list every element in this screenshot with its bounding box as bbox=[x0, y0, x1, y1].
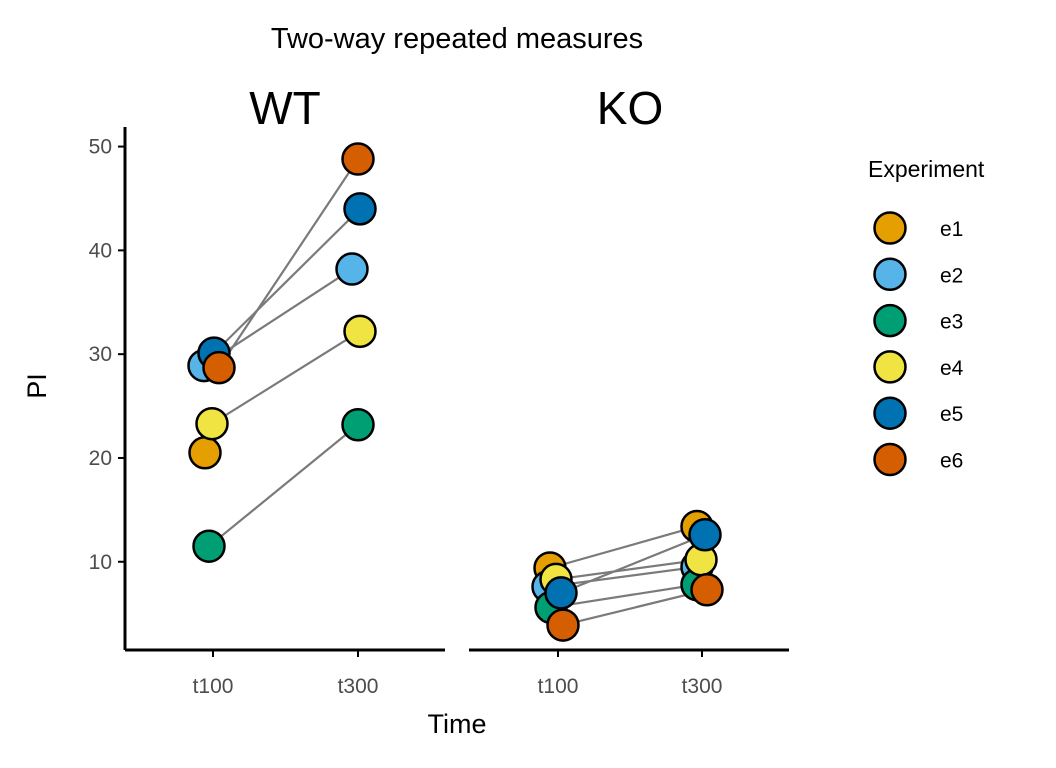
pair-line-e6 bbox=[562, 588, 708, 627]
legend-key-e1 bbox=[873, 211, 907, 245]
plot-area: 10 20 30 40 50 t100 t300 t100 t300 bbox=[89, 127, 789, 698]
point-wt-e4-t300 bbox=[343, 314, 377, 349]
point-ko-e6-t100 bbox=[546, 608, 580, 642]
facet-label-ko: KO bbox=[597, 82, 663, 134]
point-wt-e4-t100 bbox=[195, 406, 229, 441]
point-ko-e6-t300 bbox=[690, 573, 724, 607]
legend-key-e5 bbox=[873, 396, 907, 430]
pair-line-e4 bbox=[211, 330, 361, 425]
pair-line-e6 bbox=[218, 158, 359, 369]
pair-line-e5 bbox=[213, 208, 361, 354]
facet-label-wt: WT bbox=[249, 82, 321, 134]
pair-line-e5 bbox=[560, 533, 706, 594]
legend-key-e3 bbox=[873, 303, 907, 338]
legend-key-e2 bbox=[873, 257, 907, 292]
legend-label-e3: e3 bbox=[940, 311, 963, 334]
point-wt-e2-t300 bbox=[335, 252, 369, 286]
point-wt-e6-t100 bbox=[202, 350, 236, 385]
point-ko-e5-t100 bbox=[544, 576, 578, 610]
legend-label-e4: e4 bbox=[940, 357, 964, 380]
y-tick-label: 20 bbox=[89, 447, 112, 470]
legend-title: Experiment bbox=[868, 156, 985, 182]
legend-label-e5: e5 bbox=[940, 403, 963, 426]
point-wt-e3-t300 bbox=[341, 408, 375, 442]
x-tick-label: t300 bbox=[338, 675, 379, 698]
legend-key-e4 bbox=[873, 350, 907, 384]
x-axis-label: Time bbox=[428, 709, 487, 739]
point-wt-e3-t100 bbox=[192, 529, 226, 563]
pair-line-e4 bbox=[555, 558, 702, 581]
point-wt-e1-t100 bbox=[188, 436, 222, 470]
point-ko-e5-t300 bbox=[688, 518, 722, 552]
pair-line-e1 bbox=[549, 525, 698, 570]
legend-key-e6 bbox=[873, 442, 907, 477]
legend-label-e1: e1 bbox=[940, 218, 963, 241]
pair-line-e3 bbox=[208, 423, 359, 548]
x-tick-label: t100 bbox=[538, 675, 579, 698]
legend-label-e2: e2 bbox=[940, 264, 963, 287]
point-wt-e6-t300 bbox=[341, 142, 375, 176]
point-wt-e5-t300 bbox=[343, 192, 377, 226]
x-tick-label: t300 bbox=[682, 675, 723, 698]
pair-line-e3 bbox=[550, 583, 698, 609]
y-tick-label: 10 bbox=[89, 551, 112, 574]
x-tick-label: t100 bbox=[193, 675, 234, 698]
chart-title: Two-way repeated measures bbox=[271, 23, 643, 55]
y-tick-label: 50 bbox=[89, 136, 112, 159]
y-tick-label: 40 bbox=[89, 239, 112, 262]
y-tick-label: 30 bbox=[89, 343, 112, 366]
legend-label-e6: e6 bbox=[940, 450, 963, 473]
y-axis-label: PI bbox=[22, 373, 52, 399]
legend: Experiment e1 e2 e3 e4 e5 e6 bbox=[868, 156, 985, 477]
